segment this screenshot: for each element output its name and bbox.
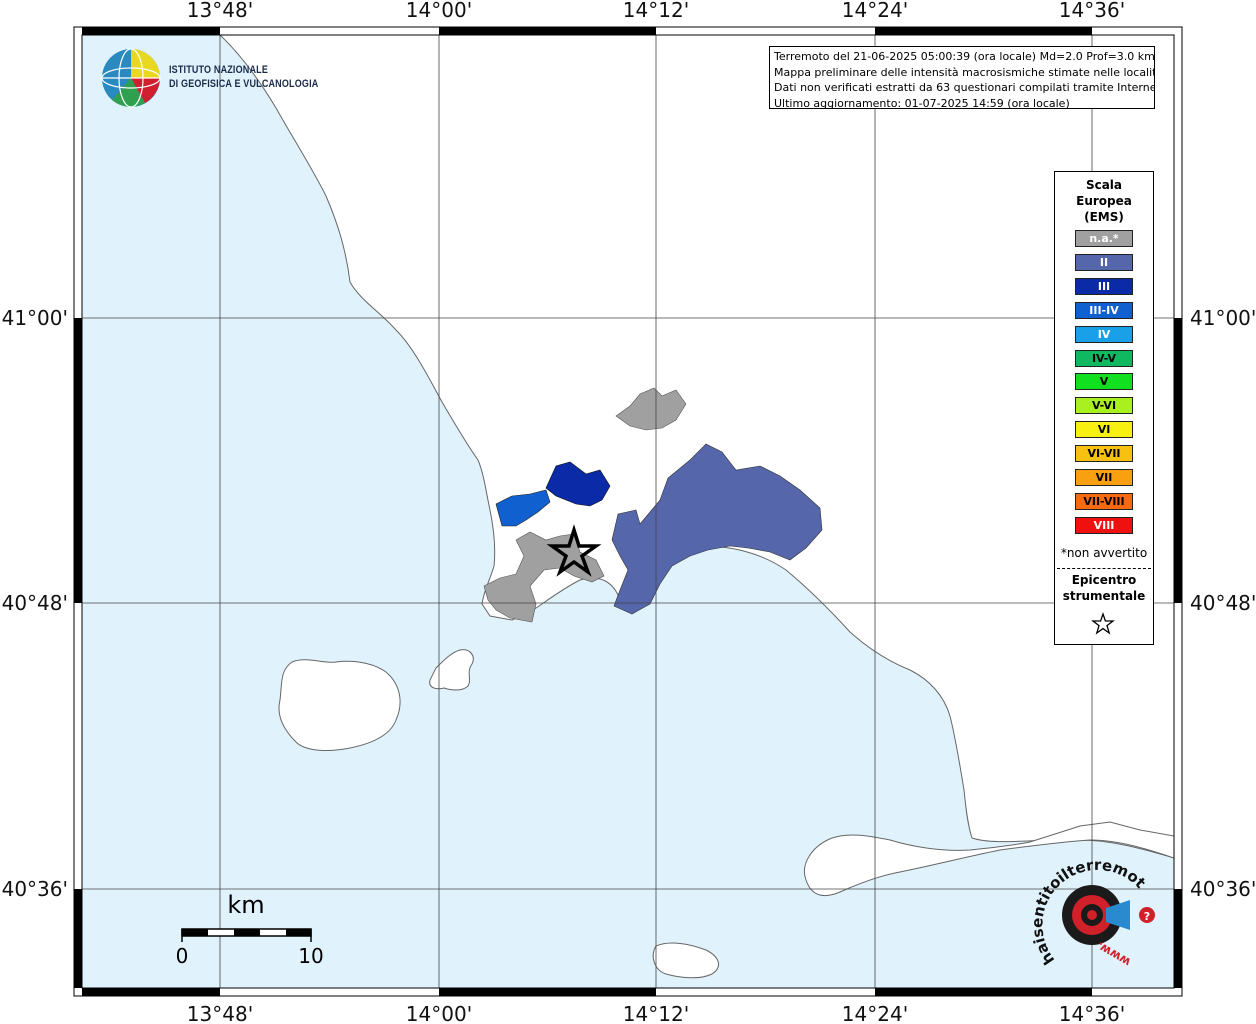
area-intensity-na [483,531,605,623]
legend-item: III-IV [1075,301,1133,319]
lon-tick-bottom: 14°12' [623,1002,689,1024]
ingv-logo-icon [101,48,161,108]
legend-item: VIII [1075,516,1133,534]
capri-island [652,942,720,979]
lat-tick-left: 40°36' [2,877,68,901]
area-intensity-III [545,461,611,507]
scale-bar: km 0 10 [176,891,324,968]
event-info-box: Terremoto del 21-06-2025 05:00:39 (ora l… [769,46,1155,109]
ingv-logo-text: ISTITUTO NAZIONALE DI GEOFISICA E VULCAN… [169,63,318,91]
info-line-event: Terremoto del 21-06-2025 05:00:39 (ora l… [774,50,1155,63]
epicenter-star [546,524,602,577]
legend-separator [1057,568,1151,569]
legend-item: n.a.* [1075,230,1133,247]
info-line-data: Dati non verificati estratti da 63 quest… [774,81,1155,94]
lat-tick-right: 40°36' [1190,877,1256,901]
legend-epi-line: Epicentro [1071,573,1137,587]
legend-item: V-VI [1075,397,1133,415]
legend-star-icon [1091,612,1115,635]
sorrento-peninsula [804,821,1174,897]
area-intensity-III-IV [495,489,551,527]
legend-item: IV [1075,325,1133,343]
legend-item: VI-VII [1075,445,1133,463]
scale-unit: km [227,891,264,919]
ischia-island [278,659,401,751]
lon-tick-top: 14°24' [842,0,908,22]
legend-title-line: Scala [1085,178,1123,192]
legend-item: VII-VIII [1075,492,1133,510]
legend-item: II [1075,253,1133,271]
legend-epicenter-label: Epicentro strumentale [1055,572,1153,604]
info-line-updated: Ultimo aggiornamento: 01-07-2025 14:59 (… [774,96,1070,109]
legend-epi-line: strumentale [1062,589,1146,603]
legend-item: III [1075,277,1133,295]
lat-tick-left: 41°00' [2,306,68,330]
lon-tick-bottom: 14°00' [406,1002,472,1024]
lon-tick-bottom: 14°24' [842,1002,908,1024]
legend-item: VII [1075,469,1133,486]
lon-tick-top: 14°36' [1059,0,1125,22]
scale-max: 10 [298,944,323,968]
lat-tick-left: 40°48' [2,591,68,615]
legend-title-line: Europea [1076,194,1132,208]
svg-text:?: ? [1144,910,1150,923]
scale-min: 0 [176,944,189,968]
legend-note: *non avvertito [1060,546,1148,560]
legend-item: IV-V [1075,349,1133,367]
lon-tick-bottom: 13°48' [187,1002,253,1024]
legend-title-line: (EMS) [1084,210,1124,224]
lon-tick-top: 14°00' [406,0,472,22]
map-frame [73,26,1183,997]
lon-tick-top: 13°48' [187,0,253,22]
lat-tick-right: 41°00' [1190,306,1256,330]
procida-island [429,649,474,691]
lon-tick-top: 14°12' [623,0,689,22]
lat-tick-right: 40°48' [1190,591,1256,615]
area-intensity-II [611,443,823,615]
ingv-logo-line1: ISTITUTO NAZIONALE [169,64,269,76]
legend-title: Scala Europea (EMS) [1055,177,1153,225]
lon-tick-bottom: 14°36' [1059,1002,1125,1024]
ingv-logo-line2: DI GEOFISICA E VULCANOLOGIA [169,78,319,90]
info-line-map: Mappa preliminare delle intensità macros… [774,65,1155,79]
area-intensity-na [615,387,687,431]
legend-item: V [1075,373,1133,391]
legend-item: VI [1075,421,1133,439]
intensity-legend: Scala Europea (EMS) n.a.* II III III-IV IV IV… [1054,171,1154,645]
